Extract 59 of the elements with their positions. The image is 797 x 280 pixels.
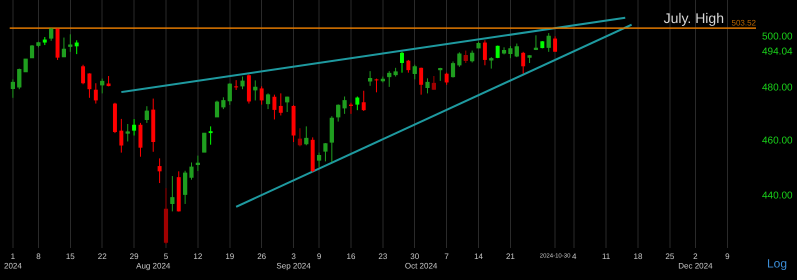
x-tick-label: 16: [346, 252, 356, 262]
x-tick-label: 2 Dec 2024: [678, 252, 714, 271]
x-tick-label: 8: [36, 252, 42, 262]
candlestick: [406, 59, 410, 74]
x-tick-label: 11: [602, 252, 611, 262]
x-tick-label: 12: [193, 252, 203, 262]
candlestick: [362, 90, 366, 112]
y-tick-label: 440.00: [762, 190, 794, 202]
candlestick: [87, 72, 92, 98]
x-tick-label: 22: [98, 252, 108, 262]
x-tick-label: 25: [665, 252, 675, 262]
x-tick-label: 9: [316, 252, 322, 262]
candlestick: [260, 86, 264, 106]
x-tick-label: 9: [725, 252, 730, 262]
candlestick: [208, 126, 213, 146]
candlestick: [553, 36, 558, 52]
candlestick: [400, 51, 404, 74]
x-tick-label: 18: [634, 252, 643, 262]
candlestick: [374, 78, 378, 93]
candlestick: [278, 92, 283, 116]
candlestick: [419, 67, 424, 96]
x-tick-label: Oct 2024: [404, 262, 438, 271]
y-tick-label: 500.00: [762, 32, 794, 43]
x-tick-label: 19: [225, 252, 235, 262]
x-tick-label: 7: [444, 252, 450, 262]
y-tick-label: 494.04: [762, 46, 794, 58]
candlestick: [138, 122, 142, 158]
x-tick-label: 14: [474, 252, 484, 262]
candlestick: [355, 96, 360, 111]
candlestick: [81, 64, 86, 85]
candlestick: [272, 94, 276, 120]
x-tick-label: 23: [378, 252, 388, 262]
candlestick: [444, 72, 449, 86]
ref-line-label: July. High: [664, 10, 724, 26]
x-tick-label: 30: [410, 252, 420, 262]
candlestick: [94, 82, 98, 104]
x-tick-label: 1 2024: [4, 252, 22, 271]
y-tick-label: 480.00: [762, 82, 794, 94]
x-tick-label: 15: [66, 252, 76, 262]
x-tick-label: 4: [572, 252, 577, 262]
text: Log: [766, 256, 787, 270]
candlestick: [521, 51, 526, 74]
candlestick: [496, 45, 500, 59]
candlestick: [119, 118, 124, 154]
candlestick: [234, 80, 238, 90]
candlestick: [482, 40, 487, 66]
y-tick-label: 460.00: [762, 135, 794, 146]
x-tick-label: 5: [164, 252, 169, 262]
candlestick: [158, 158, 162, 184]
annotation: 503.52: [732, 18, 757, 28]
x-tick-label: Aug 2024: [136, 262, 171, 271]
x-tick-label: 29: [130, 252, 140, 262]
x-tick-label: 26: [257, 252, 267, 262]
candlestick: [74, 40, 79, 55]
x-tick-label: 3 Sep 2024: [276, 252, 312, 271]
candlestick: [348, 102, 353, 114]
candlestick: [106, 76, 111, 87]
x-tick-label: 21: [506, 252, 516, 262]
candlestick: [132, 118, 136, 136]
